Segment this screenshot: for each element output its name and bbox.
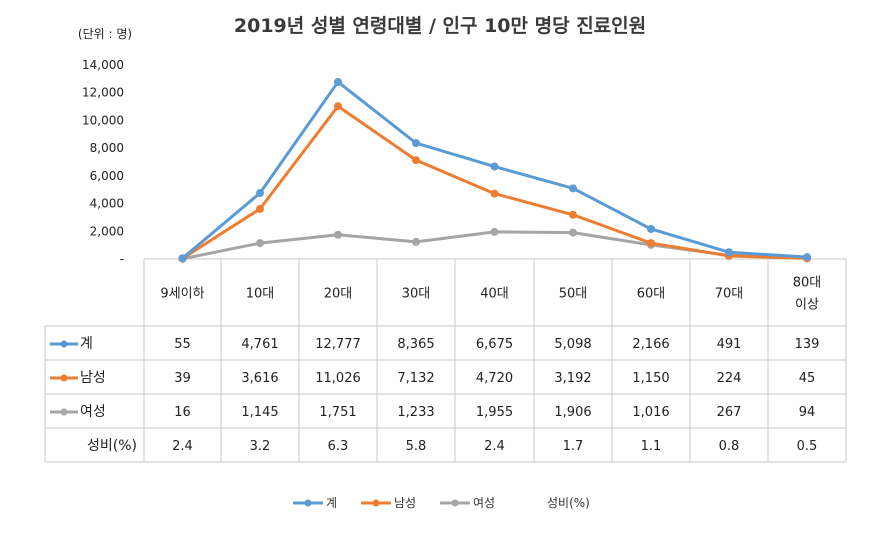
data-label: 5,098 bbox=[554, 337, 591, 352]
data-label: 491 bbox=[717, 337, 742, 352]
data-label: 2.4 bbox=[484, 439, 505, 454]
legend-key-marker bbox=[304, 499, 312, 507]
data-label: 1,751 bbox=[319, 405, 356, 420]
data-label: 4,720 bbox=[476, 371, 513, 386]
data-label: 6,675 bbox=[476, 337, 513, 352]
legend: 계 남성 여성 성비(%) bbox=[293, 496, 590, 510]
y-tick-label: 8,000 bbox=[90, 141, 124, 155]
data-point bbox=[490, 227, 499, 236]
data-point bbox=[256, 204, 264, 213]
data-point bbox=[334, 77, 342, 86]
chart-title: 2019년 성별 연령대별 / 인구 10만 명당 진료인원 bbox=[234, 15, 646, 37]
data-point bbox=[569, 184, 577, 193]
row-label: 성비(%) bbox=[87, 438, 137, 454]
data-label: 1,955 bbox=[476, 405, 513, 420]
legend-label: 남성 bbox=[394, 496, 416, 510]
y-tick-label: 6,000 bbox=[90, 169, 124, 183]
data-label: 5.8 bbox=[406, 439, 427, 454]
x-tick-label: 9세이하 bbox=[160, 287, 204, 302]
y-tick-label: - bbox=[120, 252, 124, 266]
data-point bbox=[334, 102, 342, 111]
data-label: 1,016 bbox=[632, 405, 669, 420]
data-label: 0.5 bbox=[797, 439, 818, 454]
data-point bbox=[412, 237, 420, 246]
data-label: 1.7 bbox=[563, 439, 584, 454]
row-label: 계 bbox=[80, 336, 93, 352]
data-point bbox=[725, 248, 733, 257]
y-tick-label: 2,000 bbox=[90, 224, 124, 238]
data-label: 2.4 bbox=[172, 439, 193, 454]
data-label: 6.3 bbox=[328, 439, 349, 454]
data-point bbox=[178, 254, 187, 263]
data-label: 3,616 bbox=[241, 371, 278, 386]
data-point bbox=[334, 230, 342, 239]
data-point bbox=[647, 239, 655, 248]
data-point bbox=[256, 239, 264, 248]
x-tick-label: 20대 bbox=[324, 287, 353, 302]
data-label: 3.2 bbox=[250, 439, 271, 454]
data-label: 7,132 bbox=[397, 371, 434, 386]
y-axis: - 2,000 4,000 6,000 8,000 10,000 12,000 14,000 bbox=[82, 58, 124, 266]
data-label: 16 bbox=[174, 405, 191, 420]
data-point bbox=[490, 189, 499, 198]
x-tick-label: 80대 이상 bbox=[793, 276, 822, 313]
legend-key-marker bbox=[451, 499, 459, 507]
data-label: 1,906 bbox=[554, 405, 591, 420]
data-point bbox=[412, 156, 420, 165]
unit-label: (단위 : 명) bbox=[78, 27, 132, 41]
data-table: 9세이하 10대 20대 30대 40대 50대 60대 70대 80대 이상계 55 4,761 12… bbox=[44, 258, 847, 463]
plot-area bbox=[178, 77, 811, 263]
x-tick-label: 60대 bbox=[637, 287, 666, 302]
data-label: 12,777 bbox=[315, 337, 361, 352]
legend-key-marker bbox=[372, 499, 380, 507]
data-label: 8,365 bbox=[397, 337, 434, 352]
data-label: 39 bbox=[174, 371, 191, 386]
data-label: 267 bbox=[717, 405, 742, 420]
legend-label: 계 bbox=[326, 496, 337, 510]
x-tick-label: 40대 bbox=[480, 287, 509, 302]
y-tick-label: 14,000 bbox=[82, 58, 124, 72]
data-point bbox=[490, 162, 499, 171]
row-label: 여성 bbox=[80, 404, 106, 420]
legend-label: 성비(%) bbox=[547, 496, 590, 510]
y-tick-label: 4,000 bbox=[90, 197, 124, 211]
data-label: 0.8 bbox=[719, 439, 740, 454]
data-point bbox=[647, 224, 655, 233]
row-key-marker bbox=[60, 408, 68, 416]
row-key-marker bbox=[60, 340, 68, 348]
data-label: 11,026 bbox=[315, 371, 361, 386]
data-label: 1,233 bbox=[397, 405, 434, 420]
data-point bbox=[569, 210, 577, 219]
data-label: 2,166 bbox=[632, 337, 669, 352]
y-tick-label: 10,000 bbox=[82, 113, 124, 127]
data-label: 1.1 bbox=[641, 439, 662, 454]
x-tick-label: 10대 bbox=[246, 287, 275, 302]
legend-label: 여성 bbox=[473, 496, 495, 510]
x-tick-label: 70대 bbox=[715, 287, 744, 302]
x-tick-label: 30대 bbox=[402, 287, 431, 302]
data-point bbox=[412, 139, 420, 148]
data-label: 1,150 bbox=[632, 371, 669, 386]
data-label: 224 bbox=[717, 371, 742, 386]
data-label: 1,145 bbox=[241, 405, 278, 420]
y-tick-label: 12,000 bbox=[82, 86, 124, 100]
row-key-marker bbox=[60, 374, 68, 382]
data-label: 55 bbox=[174, 337, 191, 352]
data-point bbox=[569, 228, 577, 237]
data-label: 139 bbox=[795, 337, 820, 352]
data-point bbox=[803, 253, 811, 262]
data-label: 4,761 bbox=[241, 337, 278, 352]
data-label: 94 bbox=[799, 405, 816, 420]
data-label: 3,192 bbox=[554, 371, 591, 386]
x-tick-label: 50대 bbox=[559, 287, 588, 302]
data-label: 45 bbox=[799, 371, 816, 386]
data-point bbox=[256, 189, 264, 198]
row-label: 남성 bbox=[80, 370, 106, 386]
